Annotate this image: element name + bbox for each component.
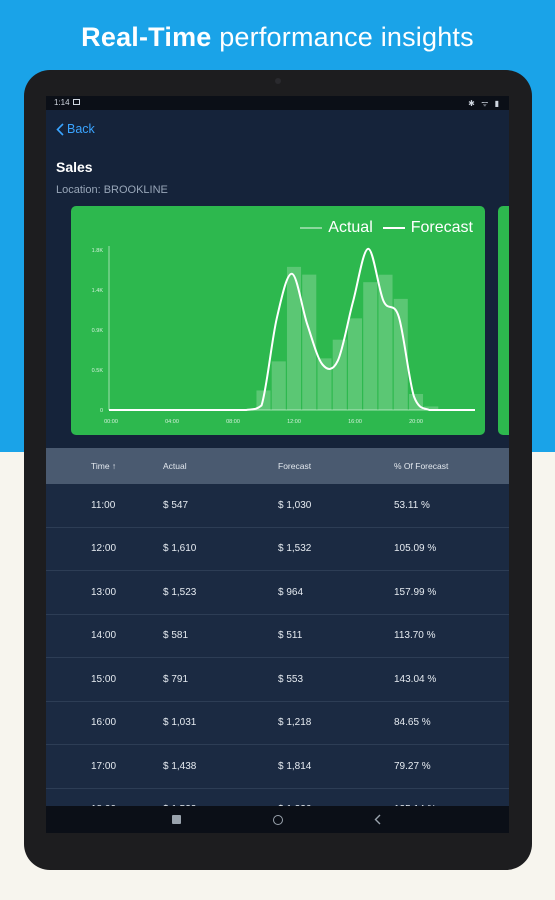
back-nav-icon[interactable] [374,814,381,825]
x-tick-label: 12:00 [287,419,301,425]
actual-bar [363,282,378,410]
headline-rest: performance insights [211,22,474,52]
camera-dot [275,78,281,84]
table-row[interactable]: 11:00 $ 547 $ 1,030 53.11 % [46,484,509,528]
sales-chart[interactable]: 0 0.5K 0.9K 1.4K 1.8K 00:00 04:00 08:00 12:00 16:… [71,206,485,435]
back-label: Back [67,122,95,136]
y-tick-label: 0.9K [92,328,104,334]
cell-actual: $ 1,523 [163,586,197,598]
android-nav-bar [46,806,509,833]
y-tick-label: 1.8K [92,248,104,254]
legend-actual-swatch [300,227,323,229]
cell-percent: 157.99 % [394,586,437,598]
cell-forecast: $ 1,532 [278,543,312,555]
x-tick-label: 08:00 [226,419,240,425]
actual-bar [332,339,347,410]
cell-time: 12:00 [91,543,117,555]
table-row[interactable]: 15:00 $ 791 $ 553 143.04 % [46,658,509,702]
status-bar: 1:14 ✱ ᯤ ▮ [46,96,509,110]
chart-canvas: 0 0.5K 0.9K 1.4K 1.8K 00:00 04:00 08:00 12:00 16:… [92,246,475,425]
x-tick-label: 04:00 [165,419,179,425]
actual-bar [317,358,332,410]
cell-percent: 79.27 % [394,760,431,772]
table-row[interactable]: 16:00 $ 1,031 $ 1,218 84.65 % [46,701,509,745]
actual-bar [393,298,408,410]
cell-forecast: $ 511 [278,630,303,642]
table-row[interactable]: 13:00 $ 1,523 $ 964 157.99 % [46,571,509,615]
cell-forecast: $ 553 [278,673,304,685]
status-icons: ✱ ᯤ ▮ [468,99,501,108]
status-time: 1:14 [54,98,70,107]
y-tick-label: 0.5K [92,368,104,374]
back-button[interactable]: Back [56,122,95,136]
actual-bar [271,361,286,410]
cell-time: 17:00 [91,760,117,772]
cell-forecast: $ 1,218 [278,717,312,729]
cell-time: 16:00 [91,717,117,729]
location-label: Location: BROOKLINE [56,184,168,196]
app-screen: 1:14 ✱ ᯤ ▮ Back Sales Location: BROOKLIN… [46,96,509,833]
cell-percent: 84.65 % [394,717,431,729]
header-percent[interactable]: % Of Forecast [394,461,449,471]
cell-time: 15:00 [91,673,117,685]
cell-percent: 143.04 % [394,673,437,685]
actual-bar [424,406,439,410]
recents-icon[interactable] [172,815,181,824]
actual-bar [302,274,317,410]
cell-forecast: $ 1,030 [278,499,312,511]
header-forecast[interactable]: Forecast [278,461,312,471]
actual-bar [347,318,363,410]
table-row[interactable]: 17:00 $ 1,438 $ 1,814 79.27 % [46,745,509,789]
header-actual[interactable]: Actual [163,461,187,471]
cell-percent: 113.70 % [394,630,436,642]
cell-time: 11:00 [91,499,116,511]
promo-headline: Real-Time performance insights [0,22,555,53]
cell-forecast: $ 1,814 [278,760,312,772]
sales-table: Time ↑ Actual Forecast % Of Forecast 11:… [46,448,509,832]
table-body: 11:00 $ 547 $ 1,030 53.11 % 12:00 $ 1,610 $ 1,… [46,484,509,832]
x-tick-label: 20:00 [409,419,423,425]
cell-percent: 105.09 % [394,543,437,555]
actual-bar [286,266,302,410]
legend-actual-label: Actual [328,219,373,236]
chart-legend: Actual Forecast [300,219,473,237]
x-tick-label: 16:00 [348,419,362,425]
home-icon[interactable] [273,815,283,825]
cell-time: 14:00 [91,630,117,642]
headline-bold: Real-Time [81,22,212,52]
y-tick-label: 1.4K [92,288,104,294]
page-title: Sales [56,159,93,175]
legend-forecast[interactable]: Forecast [382,219,473,237]
y-tick-label: 0 [100,408,103,414]
table-row[interactable]: 14:00 $ 581 $ 511 113.70 % [46,614,509,658]
cell-forecast: $ 964 [278,586,304,598]
legend-forecast-label: Forecast [410,219,473,236]
cell-actual: $ 1,031 [163,717,197,729]
table-row[interactable]: 12:00 $ 1,610 $ 1,532 105.09 % [46,527,509,571]
forecast-line [109,247,475,411]
cell-actual: $ 791 [163,673,189,685]
legend-forecast-swatch [382,227,405,229]
image-notification-icon [73,99,80,105]
table-header: Time ↑ Actual Forecast % Of Forecast [46,448,509,484]
cell-time: 13:00 [91,586,117,598]
cell-actual: $ 1,438 [163,760,197,772]
cell-actual: $ 581 [163,630,189,642]
legend-actual[interactable]: Actual [300,219,373,237]
cell-actual: $ 547 [163,499,189,511]
x-tick-label: 00:00 [104,419,118,425]
chevron-left-icon [56,122,64,136]
next-chart-card-peek[interactable] [498,206,509,435]
header-time[interactable]: Time ↑ [91,461,117,471]
cell-percent: 53.11 % [394,499,430,511]
cell-actual: $ 1,610 [163,543,197,555]
actual-bar [378,274,393,410]
